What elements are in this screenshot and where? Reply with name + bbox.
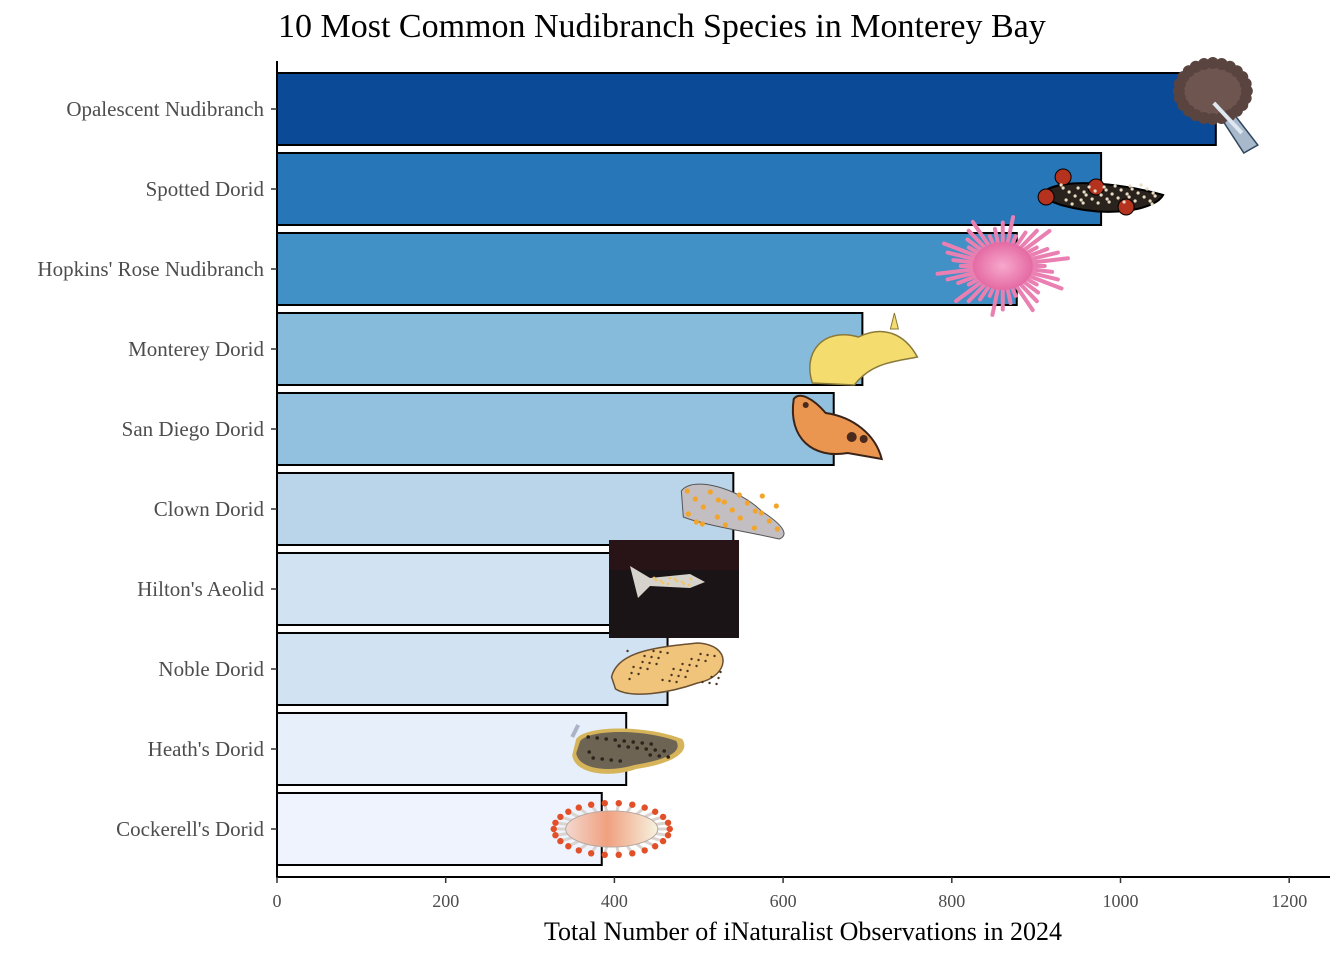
chart-title: 10 Most Common Nudibranch Species in Mon…: [278, 8, 1046, 45]
bar: [276, 632, 669, 706]
y-tick-label: San Diego Dorid: [122, 417, 265, 441]
bar: [276, 152, 1103, 226]
heaths-dorid-icon: [570, 724, 685, 774]
opalescent-nudibranch-icon: [1172, 57, 1259, 155]
y-tick-label: Cockerell's Dorid: [116, 817, 264, 841]
bar: [276, 392, 835, 466]
cockerells-dorid-icon: [550, 799, 673, 859]
x-tick-label: 1000: [1103, 891, 1139, 911]
y-tick-label: Hilton's Aeolid: [137, 577, 264, 601]
spotted-dorid-icon: [1037, 168, 1165, 216]
y-tick-label: Opalescent Nudibranch: [66, 97, 264, 121]
bar: [276, 472, 735, 546]
monterey-dorid-icon: [809, 312, 919, 386]
y-tick-label: Hopkins' Rose Nudibranch: [37, 257, 264, 281]
noble-dorid-icon: [610, 642, 724, 695]
hopkins-rose-nudibranch-icon: [935, 215, 1070, 317]
x-tick-label: 200: [432, 891, 459, 911]
hiltons-aeolid-photo: [609, 540, 739, 638]
bar: [276, 232, 1018, 306]
y-tick-label: Clown Dorid: [154, 497, 265, 521]
x-axis-title: Total Number of iNaturalist Observations…: [544, 917, 1062, 946]
x-tick-label: 1200: [1271, 891, 1307, 911]
san-diego-dorid-icon: [791, 394, 884, 461]
y-tick-label: Noble Dorid: [158, 657, 264, 681]
x-tick-label: 0: [273, 891, 282, 911]
clown-dorid-icon: [680, 483, 785, 540]
x-tick-label: 600: [770, 891, 797, 911]
y-tick-label: Spotted Dorid: [146, 177, 265, 201]
x-tick-label: 400: [601, 891, 628, 911]
y-tick-label: Heath's Dorid: [148, 737, 265, 761]
y-tick-label: Monterey Dorid: [128, 337, 264, 361]
bar: [276, 72, 1217, 146]
bar: [276, 792, 603, 866]
x-tick-label: 800: [938, 891, 965, 911]
bar: [276, 712, 628, 786]
bar: [276, 552, 624, 626]
bar: [276, 312, 864, 386]
